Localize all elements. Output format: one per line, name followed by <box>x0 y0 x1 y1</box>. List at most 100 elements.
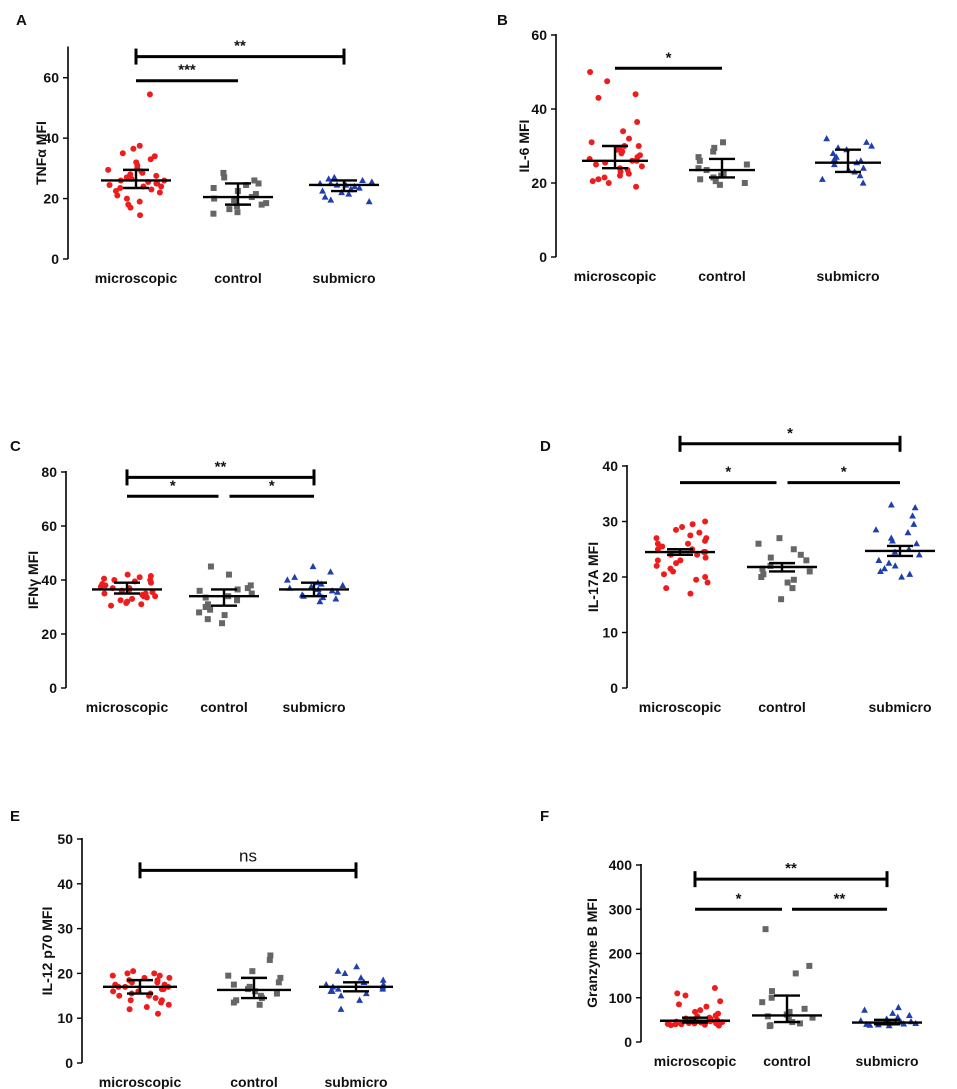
panel-b-y-tick-label: 40 <box>531 101 547 117</box>
panel-a-point-submicro <box>330 173 338 181</box>
panel-f-point-control <box>806 962 813 969</box>
panel-f-point-microscopic <box>703 1003 710 1010</box>
panel-d-y-tick-label: 10 <box>602 625 618 641</box>
panel-d-significance-label: * <box>787 425 793 442</box>
panel-c-point-control <box>207 563 214 570</box>
panel-e-point-microscopic <box>152 995 159 1002</box>
panel-e-y-tick-label: 50 <box>57 831 73 847</box>
panel-f-point-submicro <box>894 1013 902 1020</box>
panel-e-y-tick-label: 0 <box>65 1055 73 1071</box>
panel-e-point-microscopic <box>143 1004 150 1010</box>
panel-f-point-control <box>809 1014 816 1021</box>
panel-e-point-submicro <box>379 976 387 983</box>
panel-e-point-control <box>256 1001 263 1008</box>
panel-e-point-submicro <box>362 989 370 997</box>
panel-a-y-tick-label: 20 <box>43 191 59 207</box>
panel-c-point-microscopic <box>136 574 143 581</box>
panel-e-point-submicro <box>379 985 387 992</box>
panel-e-point-control <box>249 968 256 975</box>
panel-b-point-submicro <box>863 138 870 145</box>
panel-a-point-microscopic <box>137 212 144 219</box>
panel-c-point-microscopic <box>138 601 145 608</box>
panel-a-point-microscopic <box>112 188 119 195</box>
panel-b-point-control <box>696 157 703 164</box>
panel-a-point-control <box>263 200 270 207</box>
panel-d-point-microscopic <box>687 590 694 597</box>
panel-e-point-microscopic <box>126 1006 133 1013</box>
panel-d-point-microscopic <box>696 529 703 536</box>
panel-f-point-microscopic <box>711 985 718 992</box>
panel-a-point-control <box>251 177 258 184</box>
panel-c-point-submicro <box>334 588 341 595</box>
panel-c-point-control <box>225 571 232 578</box>
panel-d-point-microscopic <box>684 540 691 547</box>
panel-a-letter: A <box>16 12 27 29</box>
panel-a-y-tick-label: 0 <box>51 251 59 267</box>
panel-d-y-tick-label: 40 <box>602 458 618 474</box>
panel-e-point-control <box>267 952 274 959</box>
panel-c-point-control <box>219 620 226 627</box>
panel-d-point-control <box>767 554 774 561</box>
panel-d-point-control <box>790 576 797 583</box>
panel-f-point-submicro <box>895 1003 902 1011</box>
panel-f-x-label-control: control <box>763 1053 810 1069</box>
panel-d-x-label-microscopic: microscopic <box>639 699 722 715</box>
panel-f-point-control <box>768 988 775 995</box>
panel-e-point-microscopic <box>151 970 158 977</box>
panel-d-y-label: IL-17A MFI <box>585 542 601 612</box>
panel-c-point-submicro <box>316 598 324 605</box>
panel-a-point-control <box>234 209 241 216</box>
panel-a-significance-label: *** <box>178 62 196 79</box>
panel-c-point-microscopic <box>117 597 124 604</box>
panel-f-x-label-microscopic: microscopic <box>654 1053 737 1069</box>
panel-b-point-microscopic <box>605 180 612 186</box>
panel-b-point-microscopic <box>625 170 632 177</box>
panel-c-point-microscopic <box>101 590 108 597</box>
panel-c-point-submicro <box>332 595 340 602</box>
panel-a-point-submicro <box>345 190 353 197</box>
panel-f-point-control <box>792 970 799 977</box>
panel-b-point-microscopic <box>638 163 645 170</box>
panel-a-point-submicro <box>327 196 335 203</box>
panel-d-point-microscopic <box>659 543 666 550</box>
panel-b-point-microscopic <box>616 172 623 179</box>
panel-f-point-microscopic <box>674 990 681 997</box>
panel-c-x-label-submicro: submicro <box>282 699 345 715</box>
panel-d-letter: D <box>540 438 551 455</box>
panel-a-point-microscopic <box>130 145 137 152</box>
panel-d-point-submicro <box>885 559 893 566</box>
panel-e-point-microscopic <box>110 988 117 995</box>
panel-d-point-submicro <box>889 537 896 544</box>
panel-c-point-control <box>202 604 209 610</box>
panel-d-point-microscopic <box>673 560 680 567</box>
panel-e-point-submicro <box>328 987 336 994</box>
panel-f-y-tick-label: 400 <box>609 857 633 873</box>
panel-f-y-tick-label: 0 <box>624 1034 632 1050</box>
panel-f-point-microscopic <box>667 1022 674 1029</box>
panel-f-point-submicro <box>889 1009 897 1016</box>
panel-d-significance-label: * <box>841 464 847 481</box>
panel-b-point-microscopic <box>595 94 602 101</box>
panel-f-point-control <box>762 926 769 933</box>
panel-d-point-microscopic <box>702 554 709 561</box>
panel-c-point-microscopic <box>143 594 150 601</box>
panel-a-point-microscopic <box>153 172 160 179</box>
panel-b-point-microscopic <box>632 91 639 98</box>
panel-a-point-control <box>210 184 217 191</box>
panel-a-point-control <box>255 180 262 187</box>
panel-a-point-control <box>220 169 227 176</box>
panel-d-point-submicro <box>898 573 906 580</box>
panel-e-y-tick-label: 10 <box>57 1010 73 1026</box>
panel-b-point-microscopic <box>618 150 625 157</box>
panel-c-point-submicro <box>339 581 347 588</box>
panel-b-point-control <box>710 148 717 155</box>
panel-a-point-submicro <box>368 178 376 185</box>
panel-e-y-label: IL-12 p70 MFI <box>39 907 55 996</box>
panel-c-point-control <box>202 594 209 601</box>
panel-e-point-submicro <box>337 1005 345 1012</box>
panel-a-y-tick-label: 40 <box>43 130 59 146</box>
panel-d-significance-label: * <box>725 464 731 481</box>
panel-b-x-label-microscopic: microscopic <box>574 268 657 284</box>
panel-d-point-submicro <box>904 529 912 536</box>
panel-c-y-tick-label: 0 <box>49 680 57 696</box>
